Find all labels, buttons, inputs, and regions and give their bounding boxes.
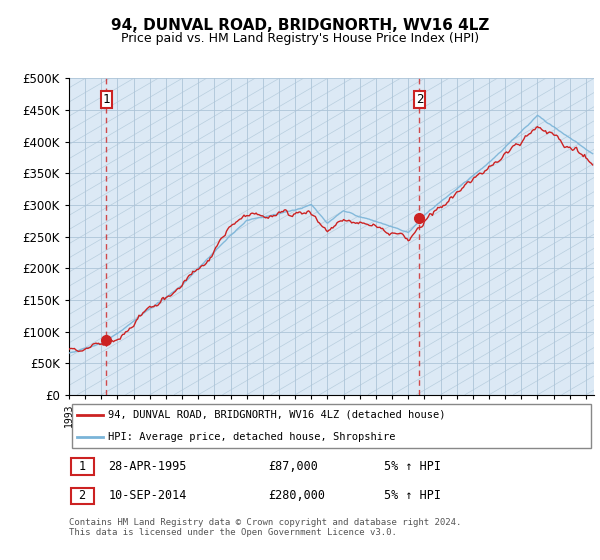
Text: 28-APR-1995: 28-APR-1995 xyxy=(109,460,187,473)
Text: 94, DUNVAL ROAD, BRIDGNORTH, WV16 4LZ: 94, DUNVAL ROAD, BRIDGNORTH, WV16 4LZ xyxy=(111,18,489,33)
Text: 10-SEP-2014: 10-SEP-2014 xyxy=(109,489,187,502)
Text: Price paid vs. HM Land Registry's House Price Index (HPI): Price paid vs. HM Land Registry's House … xyxy=(121,32,479,45)
FancyBboxPatch shape xyxy=(71,488,94,504)
Text: 2: 2 xyxy=(79,489,86,502)
Text: £87,000: £87,000 xyxy=(269,460,319,473)
FancyBboxPatch shape xyxy=(71,458,94,475)
Text: 94, DUNVAL ROAD, BRIDGNORTH, WV16 4LZ (detached house): 94, DUNVAL ROAD, BRIDGNORTH, WV16 4LZ (d… xyxy=(109,410,446,420)
Text: £280,000: £280,000 xyxy=(269,489,325,502)
Text: 5% ↑ HPI: 5% ↑ HPI xyxy=(384,489,441,502)
Text: 5% ↑ HPI: 5% ↑ HPI xyxy=(384,460,441,473)
Text: Contains HM Land Registry data © Crown copyright and database right 2024.
This d: Contains HM Land Registry data © Crown c… xyxy=(69,518,461,538)
Text: 1: 1 xyxy=(103,93,110,106)
Text: 2: 2 xyxy=(416,93,423,106)
Text: HPI: Average price, detached house, Shropshire: HPI: Average price, detached house, Shro… xyxy=(109,432,396,442)
FancyBboxPatch shape xyxy=(71,404,592,449)
Text: 1: 1 xyxy=(79,460,86,473)
